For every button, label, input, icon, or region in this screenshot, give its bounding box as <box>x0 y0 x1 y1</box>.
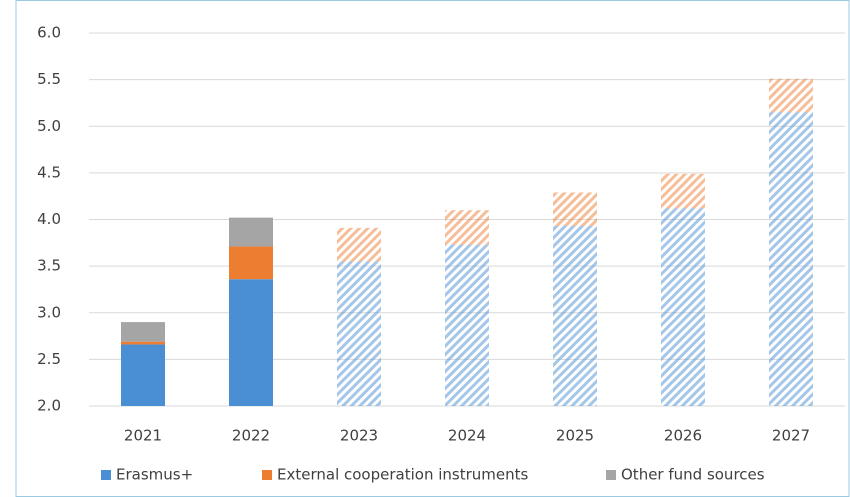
legend-swatch <box>606 470 616 480</box>
y-tick-label: 5.5 <box>37 70 61 88</box>
y-tick-label: 5.0 <box>37 117 61 135</box>
y-tick-label: 6.0 <box>37 24 61 42</box>
bar-segment <box>229 246 273 280</box>
y-tick-label: 4.0 <box>37 210 61 228</box>
x-tick-label: 2027 <box>772 427 810 445</box>
x-tick-label: 2026 <box>664 427 702 445</box>
bar-segment <box>553 192 597 227</box>
bar-segment <box>661 208 705 406</box>
legend-swatch <box>101 470 111 480</box>
legend-swatch <box>262 470 272 480</box>
bar-segment <box>769 78 813 113</box>
x-tick-label: 2023 <box>340 427 378 445</box>
bar-segment <box>769 112 813 406</box>
bar-segment <box>229 279 273 406</box>
legend-label: External cooperation instruments <box>277 466 528 484</box>
y-tick-label: 4.5 <box>37 163 61 181</box>
bar-segment <box>661 173 705 209</box>
chart-border <box>15 0 850 497</box>
bar-segment <box>553 226 597 406</box>
bar-segment <box>121 341 165 345</box>
legend-label: Other fund sources <box>621 466 765 484</box>
bar-segment <box>229 217 273 247</box>
bar-segment <box>445 244 489 406</box>
bar-segment <box>121 322 165 342</box>
y-tick-label: 2.5 <box>37 350 61 368</box>
bar-segment <box>445 210 489 245</box>
x-tick-label: 2025 <box>556 427 594 445</box>
legend-label: Erasmus+ <box>116 466 193 484</box>
y-tick-label: 3.0 <box>37 303 61 321</box>
x-tick-label: 2021 <box>124 427 162 445</box>
y-tick-label: 2.0 <box>37 397 61 415</box>
bar-segment <box>121 344 165 406</box>
bar-segment <box>337 261 381 406</box>
x-tick-label: 2024 <box>448 427 486 445</box>
x-tick-label: 2022 <box>232 427 270 445</box>
bar-segment <box>337 227 381 262</box>
y-tick-label: 3.5 <box>37 257 61 275</box>
